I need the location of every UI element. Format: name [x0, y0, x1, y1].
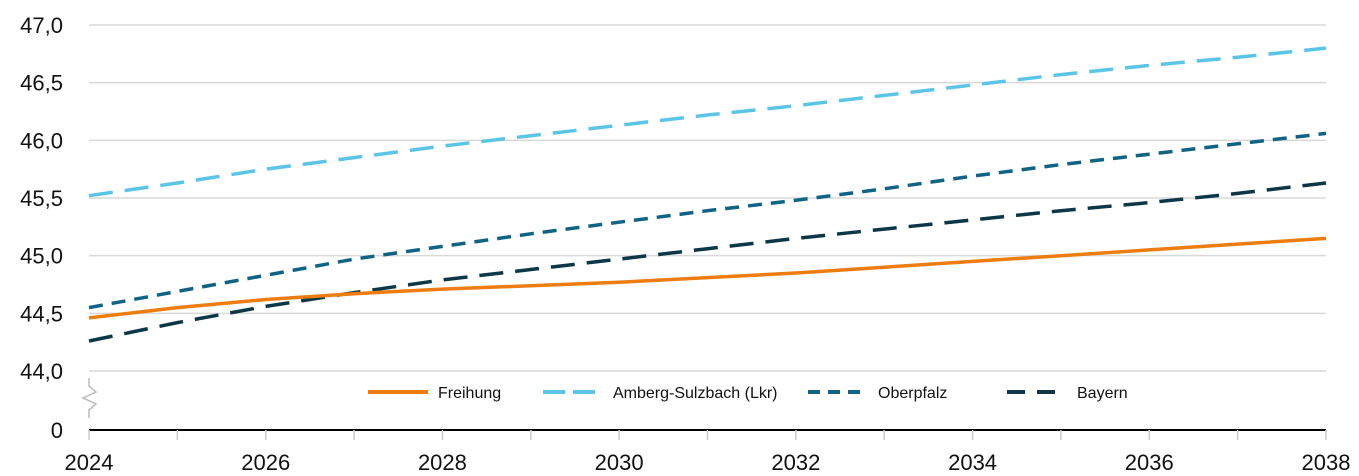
- y-tick-label: 46,5: [20, 71, 63, 96]
- y-tick-label: 44,0: [20, 359, 63, 384]
- grid-lines: [89, 24, 1326, 372]
- x-tick-label: 2024: [65, 450, 114, 475]
- legend-item: Oberpfalz: [808, 385, 947, 402]
- series-line-freihung: [88, 236, 1327, 320]
- y-tick-label: 45,5: [20, 186, 63, 211]
- legend-label: Oberpfalz: [878, 385, 947, 402]
- x-tick-label: 2036: [1125, 450, 1174, 475]
- series-line-oberpfalz: [88, 131, 1327, 310]
- x-tick-label: 2026: [241, 450, 290, 475]
- legend-label: Freihung: [438, 385, 501, 402]
- legend-item: Freihung: [368, 385, 501, 402]
- legend: Freihung Amberg-Sulzbach (Lkr) Oberpfalz Ba…: [368, 385, 1128, 402]
- y-tick-label: 47,0: [20, 13, 63, 38]
- x-tick-label: 2038: [1302, 450, 1351, 475]
- axis-break-marker: [81, 378, 98, 418]
- y-tick-label: 45,0: [20, 244, 63, 269]
- x-axis: [81, 378, 1327, 440]
- series-line-amberg-sulzbach-lkr-: [88, 46, 1327, 198]
- y-tick-label: 46,0: [20, 128, 63, 153]
- y-axis: 0 44,0 44,5 45,0 45,5 46,0 46,5 47,0: [20, 13, 63, 443]
- series-lines: [88, 46, 1327, 343]
- series-line-bayern: [88, 181, 1327, 343]
- legend-item: Bayern: [1007, 385, 1128, 402]
- x-tick-label: 2034: [948, 450, 997, 475]
- legend-label: Bayern: [1077, 385, 1128, 402]
- legend-item: Amberg-Sulzbach (Lkr): [543, 385, 778, 402]
- y-tick-label: 44,5: [20, 301, 63, 326]
- x-tick-label: 2028: [418, 450, 467, 475]
- x-tick-label: 2030: [595, 450, 644, 475]
- legend-label: Amberg-Sulzbach (Lkr): [613, 385, 778, 402]
- x-tick-labels: 2024 2026 2028 2030 2032 2034 2036 2038: [65, 450, 1351, 475]
- y-tick-label: 0: [51, 418, 63, 443]
- x-tick-label: 2032: [771, 450, 820, 475]
